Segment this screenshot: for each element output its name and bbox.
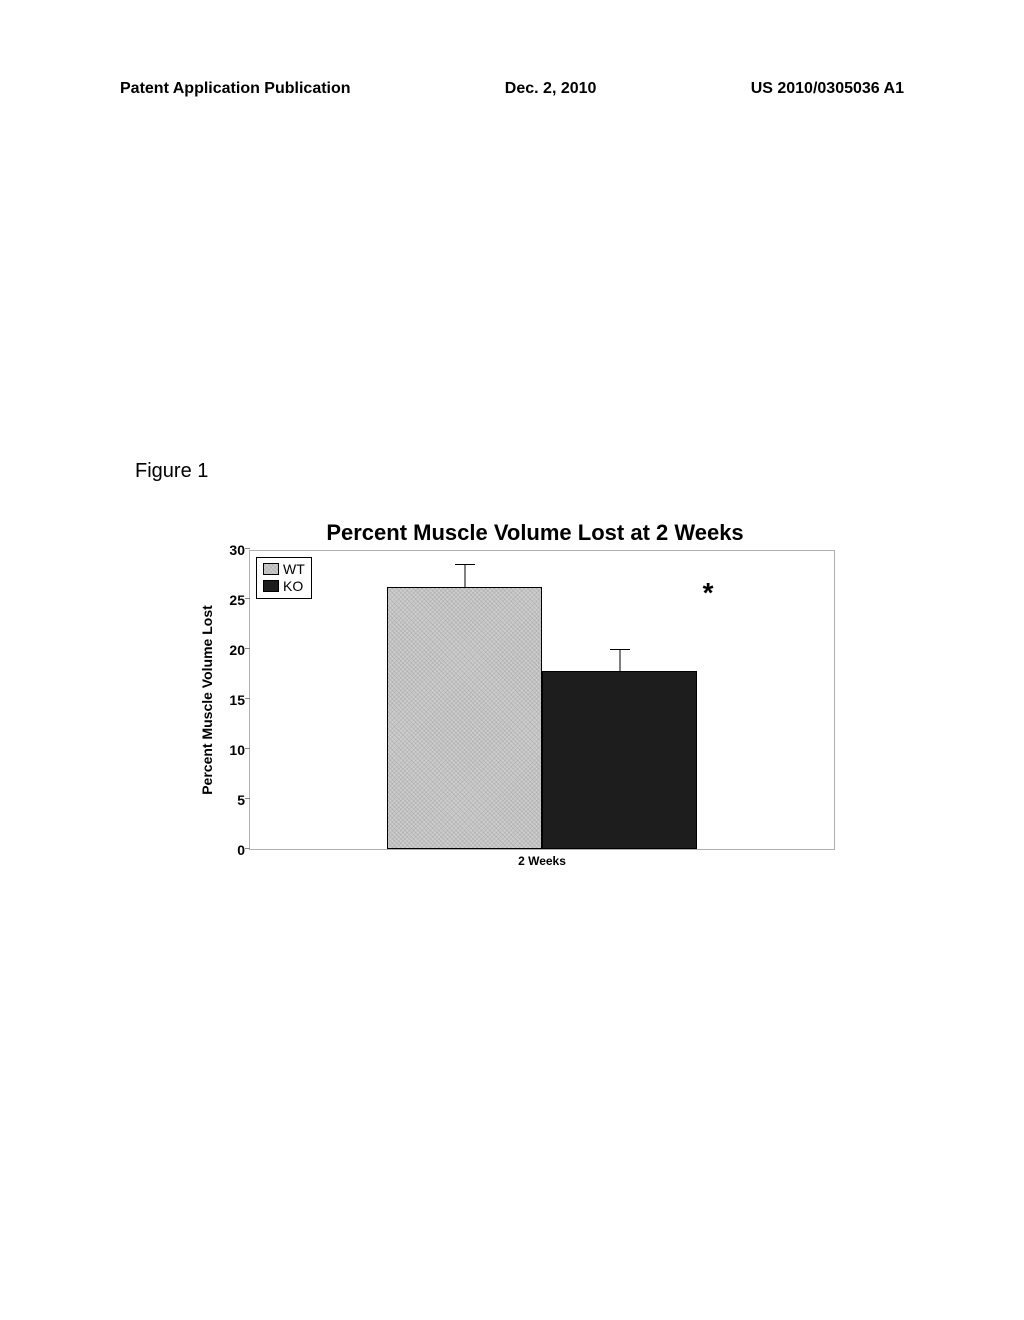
error-bar [464,565,465,588]
xaxis-label: 2 Weeks [195,854,835,868]
figure-label: Figure 1 [135,460,208,483]
header-right: US 2010/0305036 A1 [751,80,904,98]
error-cap [610,649,630,650]
bar-ko [542,671,697,849]
chart: Percent Muscle Volume Lost at 2 Weeks Pe… [195,520,835,880]
tick-mark [245,698,250,699]
header-center: Dec. 2, 2010 [505,80,597,98]
plot-wrap: Percent Muscle Volume Lost 302520151050 … [195,550,835,850]
error-cap [455,564,475,565]
tick-mark [245,748,250,749]
tick-mark [245,848,250,849]
yaxis-ticks: 302520151050 [219,550,249,850]
chart-title: Percent Muscle Volume Lost at 2 Weeks [195,520,835,546]
tick-mark [245,798,250,799]
bars-group [250,551,834,849]
header-left: Patent Application Publication [120,80,351,98]
page-header: Patent Application Publication Dec. 2, 2… [0,80,1024,98]
plot-area: WTKO * [249,550,835,850]
tick-mark [245,598,250,599]
tick-mark [245,648,250,649]
error-bar [619,650,620,672]
yaxis-label: Percent Muscle Volume Lost [199,605,215,795]
tick-mark [245,548,250,549]
yaxis-label-wrap: Percent Muscle Volume Lost [195,550,219,850]
significance-star: * [703,577,714,609]
bar-wt [387,587,542,849]
